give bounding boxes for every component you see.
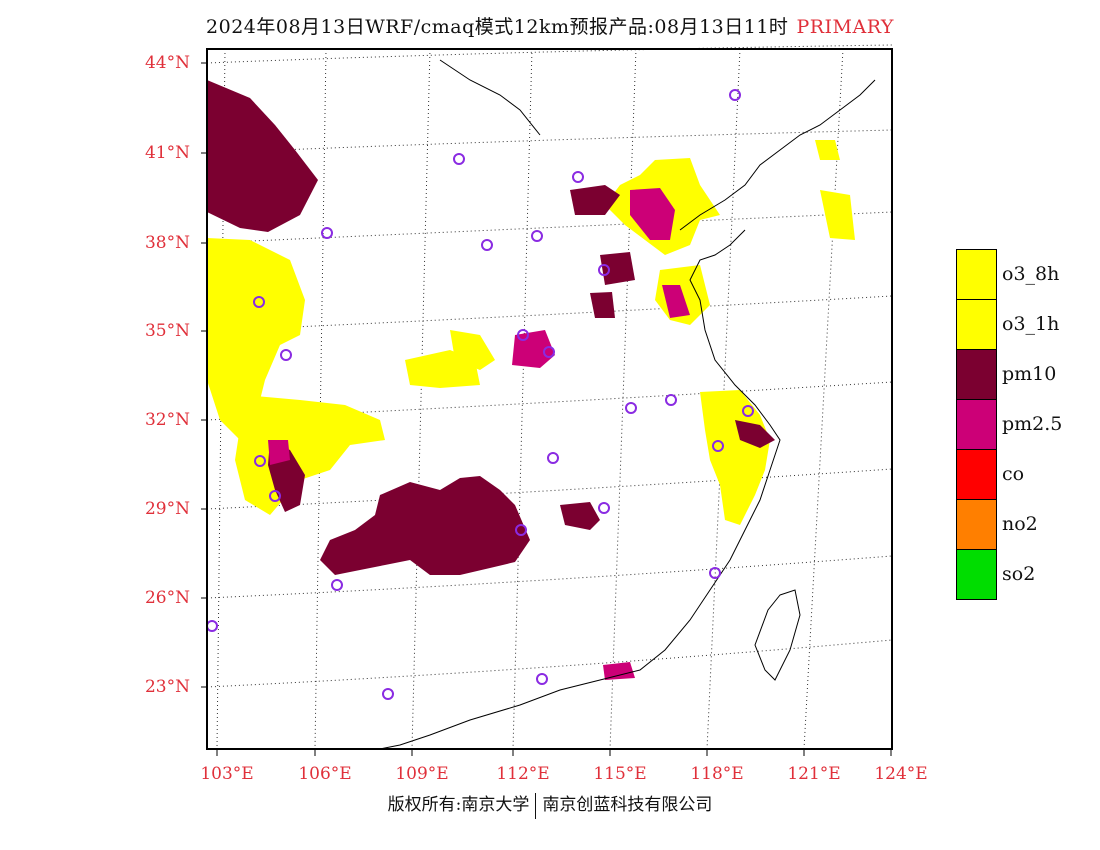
legend-label: pm2.5: [1002, 413, 1063, 435]
pm10-region-henan: [590, 292, 615, 318]
copyright-right: 南京创蓝科技有限公司: [542, 795, 713, 815]
o3-region-liaoning: [815, 140, 840, 160]
station-icon: [598, 502, 610, 514]
lat-label-29: 29°N: [144, 499, 190, 519]
legend-swatch: [956, 499, 997, 550]
station-icon: [712, 440, 724, 452]
map-frame: [206, 48, 893, 750]
station-icon: [665, 394, 677, 406]
lat-label-26: 26°N: [144, 588, 190, 608]
lat-label-41: 41°N: [144, 143, 190, 163]
station-icon: [331, 579, 343, 591]
pollutant-tag: PRIMARY: [796, 16, 894, 38]
pm10-region-jiangxi: [560, 502, 600, 530]
pm10-region-north-china: [570, 185, 620, 215]
copyright-footer: 版权所有:南京大学 南京创蓝科技有限公司: [0, 790, 1100, 819]
station-markers: [206, 89, 754, 700]
lon-label-124: 124°E: [874, 764, 928, 784]
legend-label: co: [1002, 463, 1025, 485]
axis-ticks: [201, 62, 892, 756]
boundaries: [379, 59, 876, 750]
lon-label-112: 112°E: [496, 764, 550, 784]
pollution-fields: [207, 80, 855, 680]
legend-swatch: [956, 549, 997, 600]
station-icon: [280, 349, 292, 361]
station-icon: [709, 567, 721, 579]
station-icon: [572, 171, 584, 183]
lon-label-106: 106°E: [298, 764, 352, 784]
title-text: 2024年08月13日WRF/cmaq模式12km预报产品:08月13日11时: [206, 16, 789, 38]
lon-label-115: 115°E: [593, 764, 647, 784]
station-icon: [481, 239, 493, 251]
lat-label-32: 32°N: [144, 410, 190, 430]
o3-region-central-north: [450, 330, 495, 370]
lat-label-23: 23°N: [144, 677, 190, 697]
lat-label-35: 35°N: [144, 321, 190, 341]
pm25-region-guangdong: [603, 662, 635, 680]
station-icon: [453, 153, 465, 165]
map-area: [207, 49, 892, 749]
station-icon: [742, 405, 754, 417]
footer-divider: [535, 792, 537, 819]
o3-region-yellow-sea: [820, 190, 855, 240]
station-icon: [517, 329, 529, 341]
legend-label: so2: [1002, 563, 1036, 585]
pm10-region-south: [320, 476, 530, 575]
pm10-region-shanghai: [735, 420, 775, 448]
station-icon: [625, 402, 637, 414]
station-icon: [729, 89, 741, 101]
station-icon: [543, 346, 555, 358]
legend-label: o3_1h: [1002, 313, 1060, 335]
legend-swatch: [956, 299, 997, 350]
lat-label-44: 44°N: [144, 53, 190, 73]
station-icon: [269, 490, 281, 502]
legend-swatch: [956, 399, 997, 450]
lon-label-109: 109°E: [395, 764, 449, 784]
station-icon: [515, 524, 527, 536]
station-icon: [321, 227, 333, 239]
legend-swatch: [956, 249, 997, 300]
station-icon: [253, 296, 265, 308]
pm10-region-northwest: [207, 80, 318, 232]
legend-swatch: [956, 449, 997, 500]
pm25-region-sichuan: [268, 440, 290, 465]
lat-label-38: 38°N: [144, 233, 190, 253]
station-icon: [531, 230, 543, 242]
legend-swatch: [956, 349, 997, 400]
pm25-region-north-china: [630, 188, 675, 240]
pm10-region-hebei: [600, 252, 635, 285]
station-icon: [536, 673, 548, 685]
o3-region-west: [207, 238, 305, 440]
copyright-left: 版权所有:南京大学: [387, 795, 530, 815]
station-icon: [382, 688, 394, 700]
legend-label: pm10: [1002, 363, 1057, 385]
station-icon: [598, 264, 610, 276]
map-title: 2024年08月13日WRF/cmaq模式12km预报产品:08月13日11时 P…: [0, 12, 1100, 39]
lon-label-103: 103°E: [200, 764, 254, 784]
lon-label-121: 121°E: [787, 764, 841, 784]
legend-label: no2: [1002, 513, 1038, 535]
pm25-region-shandong: [662, 285, 690, 318]
station-icon: [547, 452, 559, 464]
legend-label: o3_8h: [1002, 263, 1060, 285]
station-icon: [254, 455, 266, 467]
o3-region-sichuan: [235, 395, 385, 515]
lon-label-118: 118°E: [690, 764, 744, 784]
